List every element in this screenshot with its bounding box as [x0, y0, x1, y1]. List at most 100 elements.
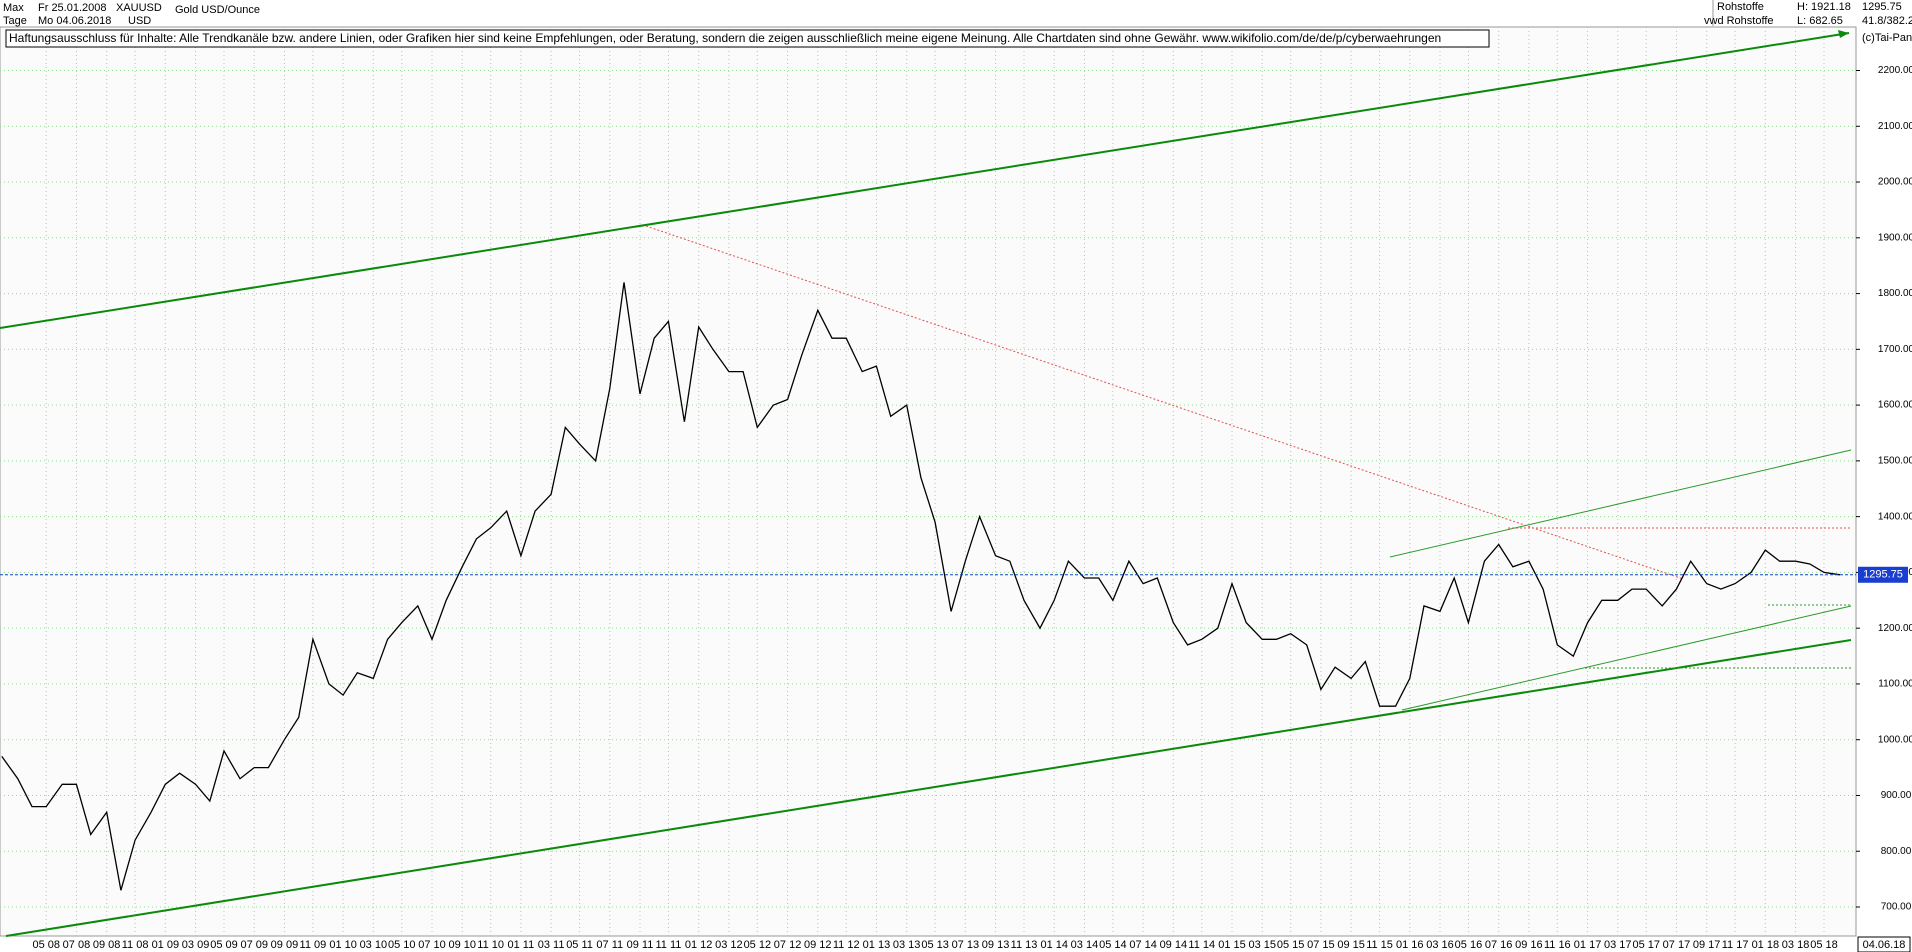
x-tick-label: 09 15: [1337, 939, 1365, 951]
x-tick-label: 09 09: [271, 939, 299, 951]
ratio: 41.8/382.2: [1862, 15, 1912, 27]
source: vwd Rohstoffe: [1704, 15, 1774, 27]
lower-channel: [5, 639, 1852, 937]
x-tick-label: 05 09: [210, 939, 238, 951]
x-tick-label: 01 10: [329, 939, 357, 951]
x-tick-label: 03 11: [538, 939, 565, 951]
x-tick-label: 11 09: [300, 939, 327, 951]
x-tick-label: 07 17: [1663, 939, 1691, 951]
end-date-box: [1857, 936, 1911, 952]
last-price: 1295.75: [1862, 1, 1902, 13]
upper-channel: [0, 32, 1850, 329]
x-tick-label: 09 08: [93, 939, 121, 951]
x-tick-label: 05 11: [566, 939, 593, 951]
market: Rohstoffe: [1717, 1, 1764, 13]
x-tick-label: 01 09: [152, 939, 180, 951]
x-tick-label: 01 11: [508, 939, 535, 951]
x-tick-label: 03 18: [1782, 939, 1810, 951]
period: Max: [3, 2, 24, 14]
y-tick-label: 1900.00: [1878, 232, 1912, 243]
x-tick-label: 05 18: [1810, 939, 1838, 951]
x-tick-label: 11 12: [833, 939, 860, 951]
y-tick-label: 1600.00: [1878, 400, 1912, 411]
currency: USD: [128, 15, 151, 27]
disclaimer: Haftungsausschluss für Inhalte: Alle Tre…: [9, 31, 1441, 45]
x-tick-label: 05 15: [1277, 939, 1305, 951]
x-tick-label: 07 13: [952, 939, 980, 951]
price-line: [1, 282, 1841, 891]
marks: [0, 282, 1856, 891]
resistance-line: [645, 225, 1684, 580]
y-tick-label: 700.00: [1881, 902, 1912, 913]
x-tick-label: 09 17: [1693, 939, 1721, 951]
x-tick-label: 03 09: [182, 939, 210, 951]
x-tick-label: 05 10: [388, 939, 416, 951]
x-tick-label: 11 17: [1722, 939, 1749, 951]
chart-title: Gold USD/Ounce: [175, 4, 260, 16]
x-tick-label: 09 10: [448, 939, 476, 951]
x-tick-label: 07 11: [596, 939, 623, 951]
range: Tage: [3, 15, 27, 27]
x-tick-label: 11 16: [1544, 939, 1571, 951]
short-channel-lower: [1401, 605, 1852, 711]
y-tick-label: 1700.00: [1878, 344, 1912, 355]
x-tick-label: 05 13: [921, 939, 949, 951]
y-tick-label: 2000.00: [1878, 177, 1912, 188]
x-tick-label: 01 17: [1574, 939, 1602, 951]
x-tick-label: 07 15: [1307, 939, 1335, 951]
x-tick-label: 01 15: [1218, 939, 1246, 951]
x-tick-label: 05 16: [1455, 939, 1483, 951]
x-tick-label: 09 12: [804, 939, 832, 951]
x-tick-label: 05 14: [1099, 939, 1127, 951]
x-tick-label: 07 16: [1485, 939, 1513, 951]
x-tick-label: 03 13: [893, 939, 921, 951]
disclaimer-box: [5, 29, 1490, 48]
y-tick-label: 1200.00: [1878, 623, 1912, 634]
x-tick-label: 09 16: [1515, 939, 1543, 951]
y-tick-label: 1100.00: [1878, 679, 1912, 690]
x-tick-label: 09 11: [627, 939, 654, 951]
plot-area: [0, 26, 1857, 937]
x-tick-label: 05 17: [1632, 939, 1660, 951]
y-tick-label: 800.00: [1881, 846, 1912, 857]
y-tick-label: 1000.00: [1878, 734, 1912, 745]
y-tick-label: 900.00: [1881, 790, 1912, 801]
x-tick-label: 03 12: [715, 939, 743, 951]
y-tick-label: 2100.00: [1878, 121, 1912, 132]
x-tick-label: 03 15: [1248, 939, 1276, 951]
end-date-label: 04.06.18: [1863, 939, 1906, 951]
x-tick-label: 07 08: [63, 939, 91, 951]
end-date: Mo 04.06.2018: [38, 15, 111, 27]
last-price-box: [1858, 566, 1908, 583]
x-tick-label: 11 13: [1011, 939, 1038, 951]
x-tick-label: 03 17: [1604, 939, 1632, 951]
x-tick-label: 07 12: [774, 939, 802, 951]
last-price-label: 1295.75: [1863, 569, 1903, 581]
arrow-head: [1838, 30, 1849, 38]
x-tick-label: 01 13: [863, 939, 891, 951]
symbol: XAUUSD: [116, 2, 162, 14]
x-tick-label: 11 11: [655, 939, 681, 951]
x-tick-label: 05 12: [744, 939, 772, 951]
x-tick-label: 11 10: [477, 939, 504, 951]
y-tick-label: 2200.00: [1878, 65, 1912, 76]
x-tick-label: 03 16: [1426, 939, 1454, 951]
x-tick-label: 01 12: [685, 939, 713, 951]
x-tick-label: 01 18: [1752, 939, 1780, 951]
y-tick-label: 1400.00: [1878, 511, 1912, 522]
short-channel-upper: [1389, 449, 1852, 558]
x-tick-label: 03 10: [360, 939, 388, 951]
trend-lines: [0, 30, 1852, 937]
x-tick-label: 07 10: [418, 939, 446, 951]
grid: [0, 27, 1856, 936]
x-tick-label: 07 09: [240, 939, 268, 951]
x-tick-label: 11 08: [122, 939, 149, 951]
x-tick-label: 09 14: [1160, 939, 1188, 951]
x-tick-label: 05 08: [32, 939, 60, 951]
y-tick-label: 1800.00: [1878, 288, 1912, 299]
x-tick-label: 03 14: [1071, 939, 1099, 951]
x-tick-label: 11 15: [1366, 939, 1393, 951]
x-tick-label: 01 14: [1040, 939, 1068, 951]
